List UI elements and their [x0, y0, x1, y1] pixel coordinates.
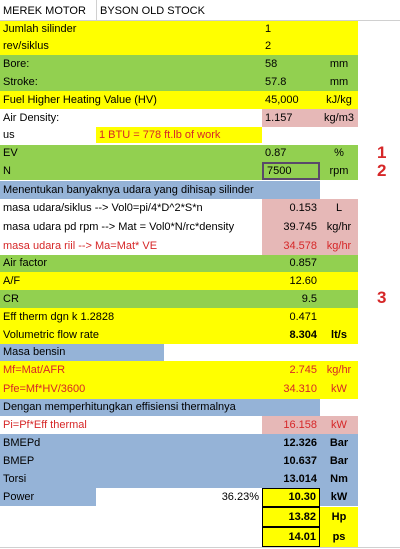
cell-mu-rpm-label[interactable]: masa udara pd rpm --> Mat = Vol0*N/rc*de… — [0, 218, 262, 237]
cell-jumlah-unit[interactable] — [320, 21, 358, 38]
cell-air-density-value[interactable]: 1.157 — [262, 109, 320, 127]
cell-air-density-unit[interactable]: kg/m3 — [320, 109, 358, 127]
cell-bmep-label[interactable]: BMEP — [0, 452, 262, 470]
cell-bmepd-value[interactable]: 12.326 — [262, 434, 320, 452]
cell-mu-riil-label[interactable]: masa udara riil --> Ma=Mat* VE — [0, 237, 262, 255]
cell-mf-value[interactable]: 2.745 — [262, 361, 320, 380]
cell-bmepd-unit[interactable]: Bar — [320, 434, 358, 452]
section-udara-header[interactable]: Menentukan banyaknya udara yang dihisap … — [0, 181, 320, 199]
section-bensin-header[interactable]: Masa bensin — [0, 344, 164, 361]
cell-torsi-value[interactable]: 13.014 — [262, 470, 320, 488]
grid-line — [96, 0, 97, 20]
cell-bmepd-label[interactable]: BMEPd — [0, 434, 262, 452]
cell-vfr-label[interactable]: Volumetric flow rate — [0, 326, 262, 344]
cell-rev-unit[interactable] — [320, 38, 358, 55]
cell-vfr-value[interactable]: 8.304 — [262, 326, 320, 344]
cell-jumlah-label[interactable]: Jumlah silinder — [0, 21, 262, 38]
cell-pi-unit[interactable]: kW — [320, 416, 358, 434]
cell-ev-unit[interactable]: % — [320, 145, 358, 162]
cell-stroke-unit[interactable]: mm — [320, 73, 358, 91]
cell-rev-value[interactable]: 2 — [262, 38, 320, 55]
cell-n-unit[interactable]: rpm — [320, 162, 358, 180]
annotation-marker-3: 3 — [377, 288, 387, 307]
grid-line — [0, 20, 400, 21]
cell-ps-unit[interactable]: ps — [320, 527, 358, 547]
cell-air-factor-unit[interactable] — [320, 255, 358, 272]
cell-ev-label[interactable]: EV — [0, 145, 262, 162]
cell-bore-value[interactable]: 58 — [262, 55, 320, 73]
cell-torsi-unit[interactable]: Nm — [320, 470, 358, 488]
cell-mf-unit[interactable]: kg/hr — [320, 361, 358, 380]
cell-mu-siklus-label[interactable]: masa udara/siklus --> Vol0=pi/4*D^2*S*n — [0, 199, 262, 218]
cell-stroke-label[interactable]: Stroke: — [0, 73, 262, 91]
cell-af-value[interactable]: 12.60 — [262, 272, 320, 290]
cell-fhv-value[interactable]: 45,000 — [262, 91, 320, 109]
annotation-marker-1: 1 — [377, 143, 387, 162]
cell-vfr-unit[interactable]: lt/s — [320, 326, 358, 344]
cell-hp-label[interactable] — [0, 507, 262, 527]
annotation-marker-2: 2 — [377, 161, 387, 180]
cell-bore-unit[interactable]: mm — [320, 55, 358, 73]
cell-btu-prefix[interactable]: us — [0, 127, 96, 143]
cell-fhv-unit[interactable]: kJ/kg — [320, 91, 358, 109]
cell-fhv-label[interactable]: Fuel Higher Heating Value (HV) — [0, 91, 262, 109]
cell-cr-value[interactable]: 9.5 — [262, 290, 320, 308]
cell-hp-value[interactable]: 13.82 — [262, 507, 320, 527]
cell-cr-label[interactable]: CR — [0, 290, 262, 308]
cell-power-percent[interactable]: 36.23% — [96, 488, 262, 506]
section-effisiensi-header[interactable]: Dengan memperhitungkan effisiensi therma… — [0, 399, 320, 416]
cell-mu-riil-value[interactable]: 34.578 — [262, 237, 320, 255]
cell-mu-rpm-value[interactable]: 39.745 — [262, 218, 320, 237]
cell-ps-value[interactable]: 14.01 — [262, 527, 320, 547]
cell-eff-unit[interactable] — [320, 308, 358, 326]
cell-eff-value[interactable]: 0.471 — [262, 308, 320, 326]
cell-bmep-value[interactable]: 10.637 — [262, 452, 320, 470]
cell-air-factor-value[interactable]: 0.857 — [262, 255, 320, 272]
cell-stroke-value[interactable]: 57.8 — [262, 73, 320, 91]
cell-pfe-label[interactable]: Pfe=Mf*HV/3600 — [0, 380, 262, 399]
cell-hp-unit[interactable]: Hp — [320, 507, 358, 527]
cell-pi-value[interactable]: 16.158 — [262, 416, 320, 434]
cell-n-value-selected[interactable]: 7500 — [262, 162, 320, 180]
cell-bore-label[interactable]: Bore: — [0, 55, 262, 73]
cell-af-unit[interactable] — [320, 272, 358, 290]
cell-air-factor-label[interactable]: Air factor — [0, 255, 262, 272]
cell-pfe-unit[interactable]: kW — [320, 380, 358, 399]
cell-btu-note[interactable]: 1 BTU = 778 ft.lb of work — [96, 127, 262, 143]
cell-af-label[interactable]: A/F — [0, 272, 262, 290]
cell-air-density-label[interactable]: Air Density: — [0, 109, 262, 127]
cell-ev-value[interactable]: 0.87 — [262, 145, 320, 162]
cell-pi-label[interactable]: Pi=Pf*Eff thermal — [0, 416, 262, 434]
cell-power-value[interactable]: 10.30 — [262, 488, 320, 507]
cell-mu-riil-unit[interactable]: kg/hr — [320, 237, 358, 255]
header-brand-label[interactable]: MEREK MOTOR — [3, 4, 86, 17]
cell-power-unit[interactable]: kW — [320, 488, 358, 506]
cell-bmep-unit[interactable]: Bar — [320, 452, 358, 470]
header-brand-value[interactable]: BYSON OLD STOCK — [100, 4, 205, 17]
cell-jumlah-value[interactable]: 1 — [262, 21, 320, 38]
cell-torsi-label[interactable]: Torsi — [0, 470, 262, 488]
cell-mf-label[interactable]: Mf=Mat/AFR — [0, 361, 262, 380]
cell-ps-label[interactable] — [0, 527, 262, 547]
cell-mu-siklus-value[interactable]: 0.153 — [262, 199, 320, 218]
cell-n-label[interactable]: N — [0, 162, 262, 180]
cell-mu-siklus-unit[interactable]: L — [320, 199, 358, 218]
cell-rev-label[interactable]: rev/siklus — [0, 38, 262, 55]
cell-mu-rpm-unit[interactable]: kg/hr — [320, 218, 358, 237]
cell-eff-label[interactable]: Eff therm dgn k 1.2828 — [0, 308, 262, 326]
cell-pfe-value[interactable]: 34.310 — [262, 380, 320, 399]
cell-cr-unit[interactable] — [320, 290, 358, 308]
grid-line — [0, 547, 400, 548]
cell-power-label[interactable]: Power — [0, 488, 96, 506]
